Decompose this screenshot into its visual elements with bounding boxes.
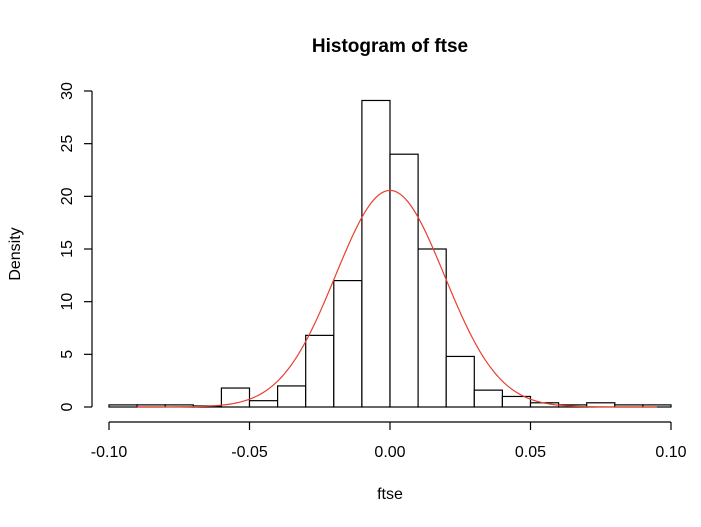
x-axis: -0.10 -0.05 0.00 0.05 0.10 bbox=[91, 421, 687, 461]
x-tick-label: -0.05 bbox=[231, 444, 268, 461]
x-tick-label: 0.05 bbox=[515, 444, 546, 461]
histogram-bar bbox=[220, 387, 251, 408]
histogram-bar bbox=[248, 400, 279, 408]
x-axis-label: ftse bbox=[377, 486, 403, 503]
bars-group bbox=[108, 99, 672, 408]
chart-title: Histogram of ftse bbox=[312, 36, 468, 57]
histogram-bar bbox=[417, 248, 447, 408]
y-tick-label: 5 bbox=[59, 350, 76, 359]
x-tick-label: 0.10 bbox=[655, 444, 686, 461]
y-axis: 0 5 10 15 20 25 30 bbox=[59, 82, 93, 411]
histogram-bar bbox=[361, 99, 391, 408]
histogram-bar bbox=[305, 334, 335, 408]
y-tick-label: 20 bbox=[59, 187, 76, 205]
y-tick-label: 0 bbox=[59, 402, 76, 411]
y-axis-label: Density bbox=[7, 227, 24, 280]
histogram-bar bbox=[277, 385, 307, 408]
y-tick-label: 10 bbox=[59, 293, 76, 311]
histogram-bar bbox=[473, 389, 503, 408]
y-tick-label: 30 bbox=[59, 82, 76, 100]
histogram-bar bbox=[389, 153, 419, 408]
histogram-bar bbox=[108, 404, 138, 408]
histogram-bar bbox=[445, 355, 475, 408]
y-tick-label: 15 bbox=[59, 240, 76, 258]
histogram-bar bbox=[501, 395, 532, 408]
normal-density-curve bbox=[137, 189, 657, 408]
x-tick-label: -0.10 bbox=[91, 444, 128, 461]
histogram-bar bbox=[333, 280, 363, 408]
x-tick-label: 0.00 bbox=[374, 444, 405, 461]
y-tick-label: 25 bbox=[59, 135, 76, 153]
